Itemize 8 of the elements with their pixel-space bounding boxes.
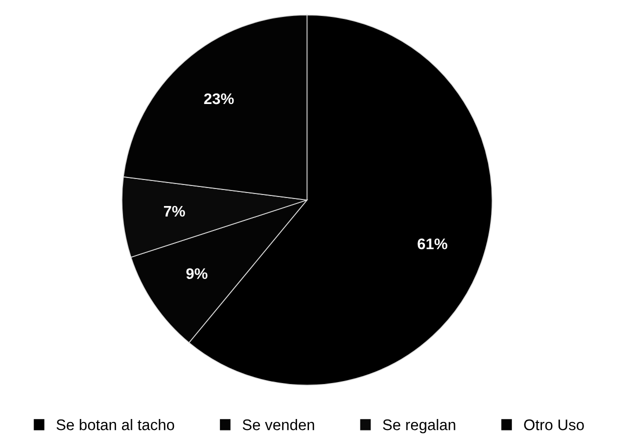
- data-label: 23%: [204, 93, 234, 104]
- data-label: 9%: [186, 268, 208, 280]
- legend-label: Se venden: [242, 419, 314, 430]
- data-label: 7%: [164, 206, 185, 217]
- legend-label: Otro Uso: [524, 419, 584, 430]
- legend-label: Se botan al tacho: [56, 419, 174, 430]
- data-label: 61%: [418, 238, 448, 250]
- legend-label: Se regalan: [382, 419, 456, 434]
